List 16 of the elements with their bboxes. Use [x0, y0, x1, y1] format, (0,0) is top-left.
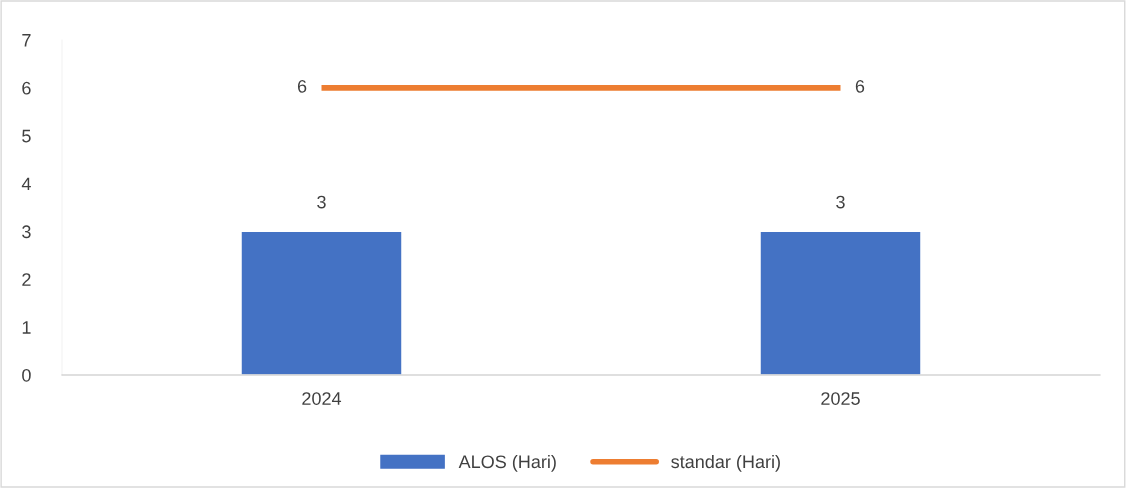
y-tick-label: 5 [22, 129, 31, 143]
y-tick-label: 7 [22, 34, 31, 47]
y-tick-label: 1 [22, 321, 31, 334]
data-label: 3 [317, 195, 326, 209]
x-tick-label: 2024 [302, 392, 342, 405]
y-tick-label: 6 [22, 81, 31, 95]
x-tick-label: 2025 [821, 392, 860, 405]
legend-label: standar (Hari) [671, 454, 780, 472]
data-label: 6 [855, 79, 865, 93]
legend-label: ALOS (Hari) [458, 454, 556, 472]
data-label: 3 [836, 195, 845, 209]
y-tick-label: 2 [22, 273, 31, 286]
y-tick-label: 0 [22, 368, 31, 382]
y-tick-label: 4 [21, 177, 31, 191]
y-tick-label: 3 [22, 225, 31, 239]
data-label: 6 [297, 79, 307, 93]
